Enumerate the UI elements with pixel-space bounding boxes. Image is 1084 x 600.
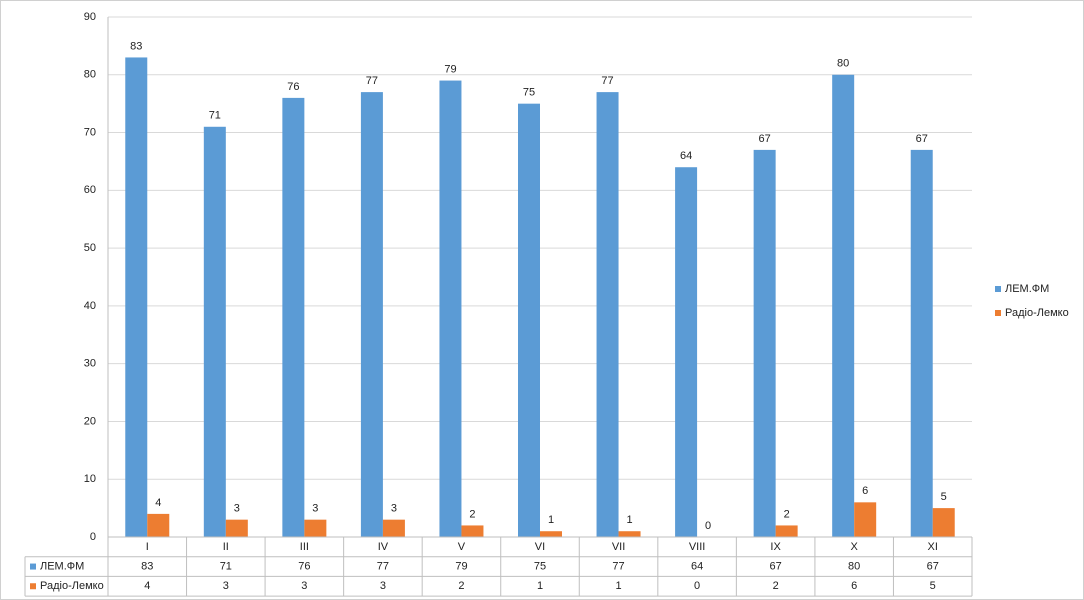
table-cell: 77 — [377, 560, 389, 572]
table-legend-key — [30, 563, 36, 570]
y-tick-label: 90 — [84, 11, 96, 23]
table-cell: 3 — [301, 580, 307, 592]
bar — [282, 97, 305, 537]
bar — [675, 167, 698, 537]
y-tick-label: 10 — [84, 473, 96, 485]
data-label: 83 — [130, 40, 142, 52]
table-cell: 5 — [930, 580, 936, 592]
table-cell: 83 — [141, 560, 153, 572]
bar — [910, 149, 933, 537]
table-cell: 3 — [223, 580, 229, 592]
table-cell: 64 — [691, 560, 703, 572]
legend-label: ЛЕМ.ФМ — [1005, 283, 1049, 295]
data-label: 3 — [234, 503, 240, 515]
table-cell: 77 — [612, 560, 624, 572]
y-tick-label: 50 — [84, 242, 96, 254]
data-label: 5 — [941, 491, 947, 503]
x-tick-label: VIII — [689, 541, 706, 553]
data-label: 3 — [312, 503, 318, 515]
table-row-label: Радіо-Лемко — [40, 580, 104, 592]
x-tick-label: X — [851, 541, 859, 553]
bar — [147, 513, 170, 537]
table-cell: 6 — [851, 580, 857, 592]
table-cell: 3 — [380, 580, 386, 592]
legend-key — [995, 310, 1001, 316]
table-cell: 71 — [220, 560, 232, 572]
table-legend-key — [30, 583, 36, 590]
table-cell: 4 — [144, 580, 150, 592]
data-label: 77 — [601, 75, 613, 87]
data-label: 64 — [680, 150, 692, 162]
x-tick-label: VII — [612, 541, 625, 553]
data-label: 77 — [366, 75, 378, 87]
bar — [775, 525, 798, 537]
y-tick-label: 80 — [84, 69, 96, 81]
y-tick-label: 60 — [84, 184, 96, 196]
table-cell: 2 — [773, 580, 779, 592]
x-tick-label: I — [146, 541, 149, 553]
data-label: 1 — [626, 514, 632, 526]
y-tick-label: 30 — [84, 358, 96, 370]
table-cell: 67 — [770, 560, 782, 572]
y-tick-label: 40 — [84, 300, 96, 312]
legend-label: Радіо-Лемко — [1005, 307, 1069, 319]
data-label: 67 — [916, 133, 928, 145]
y-tick-label: 70 — [84, 126, 96, 138]
data-label: 67 — [759, 133, 771, 145]
bar — [382, 519, 405, 537]
table-cell: 76 — [298, 560, 310, 572]
data-label: 3 — [391, 503, 397, 515]
bar — [832, 74, 855, 538]
x-tick-label: VI — [535, 541, 545, 553]
bar — [225, 519, 248, 537]
bar — [203, 126, 226, 538]
data-label: 1 — [548, 514, 554, 526]
table-cell: 2 — [458, 580, 464, 592]
data-label: 75 — [523, 87, 535, 99]
table-cell: 1 — [615, 580, 621, 592]
bar — [596, 92, 619, 537]
table-cell: 1 — [537, 580, 543, 592]
table-cell: 0 — [694, 580, 700, 592]
bar — [360, 92, 383, 537]
data-label: 71 — [209, 110, 221, 122]
table-cell: 79 — [455, 560, 467, 572]
y-tick-label: 0 — [90, 531, 96, 543]
data-label: 76 — [287, 81, 299, 93]
x-tick-label: II — [223, 541, 229, 553]
x-tick-label: III — [300, 541, 309, 553]
x-tick-label: V — [458, 541, 466, 553]
x-tick-label: XI — [928, 541, 938, 553]
table-cell: 67 — [927, 560, 939, 572]
bar — [854, 502, 877, 537]
data-label: 2 — [469, 508, 475, 520]
bar — [618, 531, 641, 537]
x-tick-label: IX — [770, 541, 781, 553]
bar — [540, 531, 562, 537]
data-label: 79 — [444, 63, 456, 75]
legend-key — [995, 286, 1001, 292]
table-cell: 80 — [848, 560, 860, 572]
x-tick-label: IV — [378, 541, 389, 553]
bar — [461, 525, 484, 537]
bar — [125, 57, 148, 537]
table-row-label: ЛЕМ.ФМ — [40, 560, 84, 572]
bar — [439, 80, 462, 538]
data-label: 0 — [705, 520, 711, 532]
table-cell: 75 — [534, 560, 546, 572]
bar — [753, 149, 776, 537]
bar — [518, 103, 540, 538]
y-tick-label: 20 — [84, 415, 96, 427]
bar — [932, 508, 955, 537]
data-label: 80 — [837, 58, 849, 70]
bar — [304, 519, 327, 537]
data-label: 6 — [862, 485, 868, 497]
data-label: 4 — [155, 497, 161, 509]
data-label: 2 — [784, 508, 790, 520]
